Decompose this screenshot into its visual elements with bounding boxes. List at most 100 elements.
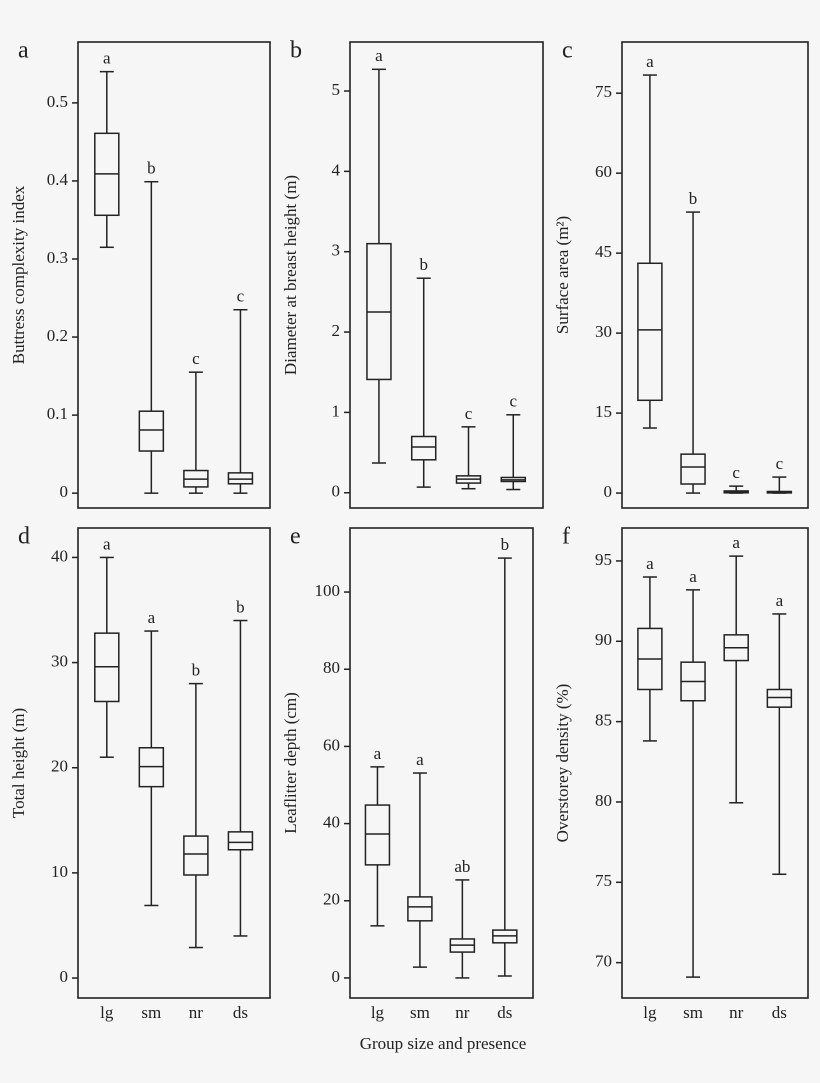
- y-tick-label: 0.1: [47, 404, 68, 423]
- box: [407, 896, 433, 922]
- group-letter: c: [776, 454, 784, 473]
- y-tick-label: 45: [595, 242, 612, 261]
- box: [766, 688, 793, 708]
- x-tick-label: sm: [683, 1003, 703, 1022]
- y-tick-label: 3: [332, 241, 341, 260]
- box: [227, 831, 254, 851]
- group-letter: a: [103, 534, 111, 553]
- group-letter: a: [148, 608, 156, 627]
- y-tick-label: 75: [595, 82, 612, 101]
- y-tick-label: 80: [595, 791, 612, 810]
- group-letter: a: [374, 744, 382, 763]
- group-letter: b: [147, 159, 156, 178]
- x-tick-label: nr: [455, 1003, 470, 1022]
- box: [227, 472, 254, 485]
- box: [410, 435, 437, 461]
- group-letter: b: [236, 597, 245, 616]
- panel-label: b: [290, 38, 302, 64]
- box: [637, 262, 663, 402]
- panel-label: d: [18, 524, 30, 550]
- y-tick-label: 10: [51, 862, 68, 881]
- y-tick-label: 1: [332, 401, 341, 420]
- panel-label: a: [18, 38, 29, 64]
- y-axis-title: Overstorey density (%): [553, 684, 572, 843]
- group-letter: a: [776, 591, 784, 610]
- y-tick-label: 60: [323, 735, 340, 754]
- y-tick-label: 0.2: [47, 326, 68, 345]
- y-tick-label: 0: [332, 482, 341, 501]
- y-tick-label: 80: [323, 658, 340, 677]
- y-tick-label: 60: [595, 162, 612, 181]
- y-tick-label: 0.3: [47, 248, 68, 267]
- y-tick-label: 40: [323, 812, 340, 831]
- y-tick-label: 95: [595, 550, 612, 569]
- x-tick-label: lg: [100, 1003, 114, 1022]
- plot-frame: [77, 41, 271, 509]
- y-tick-label: 70: [595, 952, 612, 971]
- y-tick-label: 0.4: [47, 170, 69, 189]
- y-tick-label: 100: [315, 581, 341, 600]
- y-tick-label: 0: [60, 967, 69, 986]
- y-tick-label: 0.5: [47, 92, 68, 111]
- x-tick-label: nr: [189, 1003, 204, 1022]
- group-letter: b: [419, 255, 428, 274]
- y-tick-label: 90: [595, 630, 612, 649]
- group-letter: c: [465, 404, 473, 423]
- group-letter: a: [689, 567, 697, 586]
- y-tick-label: 2: [332, 321, 341, 340]
- x-tick-label: sm: [141, 1003, 161, 1022]
- x-tick-label: lg: [371, 1003, 385, 1022]
- y-tick-label: 85: [595, 711, 612, 730]
- group-letter: ab: [454, 857, 470, 876]
- x-tick-label: ds: [233, 1003, 248, 1022]
- group-letter: a: [103, 49, 111, 68]
- y-tick-label: 30: [595, 322, 612, 341]
- box: [680, 453, 706, 485]
- x-axis-title: Group size and presence: [360, 1034, 527, 1053]
- x-tick-label: lg: [643, 1003, 657, 1022]
- group-letter: b: [501, 535, 510, 554]
- y-tick-label: 30: [51, 651, 68, 670]
- y-tick-label: 0: [604, 482, 613, 501]
- plot-frame: [621, 41, 809, 509]
- group-letter: c: [732, 463, 740, 482]
- y-tick-label: 0: [332, 967, 341, 986]
- group-letter: b: [689, 189, 698, 208]
- group-letter: a: [732, 533, 740, 552]
- group-letter: c: [192, 349, 200, 368]
- y-axis-title: Buttress complexity index: [9, 185, 28, 364]
- group-letter: b: [192, 661, 201, 680]
- y-tick-label: 0: [60, 482, 69, 501]
- y-axis-title: Diameter at breast height (m): [281, 175, 300, 375]
- y-tick-label: 40: [51, 546, 68, 565]
- y-tick-label: 20: [323, 890, 340, 909]
- plot-frame: [349, 527, 534, 999]
- group-letter: a: [646, 554, 654, 573]
- box: [364, 804, 391, 866]
- plot-frame: [349, 41, 544, 509]
- y-tick-label: 15: [595, 402, 612, 421]
- y-tick-label: 4: [332, 160, 341, 179]
- group-letter: c: [237, 287, 245, 306]
- panel-label: f: [562, 524, 570, 550]
- y-axis-title: Surface area (m²): [553, 216, 572, 334]
- group-letter: a: [375, 46, 383, 65]
- group-letter: c: [510, 392, 518, 411]
- y-axis-title: Total height (m): [9, 708, 28, 818]
- x-tick-label: ds: [497, 1003, 512, 1022]
- plot-frame: [77, 527, 271, 999]
- panel-label: e: [290, 524, 301, 550]
- y-tick-label: 5: [332, 80, 341, 99]
- panel-label: c: [562, 38, 573, 64]
- box: [183, 835, 209, 876]
- plot-frame: [621, 527, 809, 999]
- y-tick-label: 20: [51, 757, 68, 776]
- box: [138, 410, 165, 452]
- group-letter: a: [416, 750, 424, 769]
- x-tick-label: sm: [410, 1003, 430, 1022]
- group-letter: a: [646, 52, 654, 71]
- x-tick-label: ds: [772, 1003, 787, 1022]
- y-axis-title: Leaflitter depth (cm): [281, 692, 300, 834]
- x-tick-label: nr: [729, 1003, 744, 1022]
